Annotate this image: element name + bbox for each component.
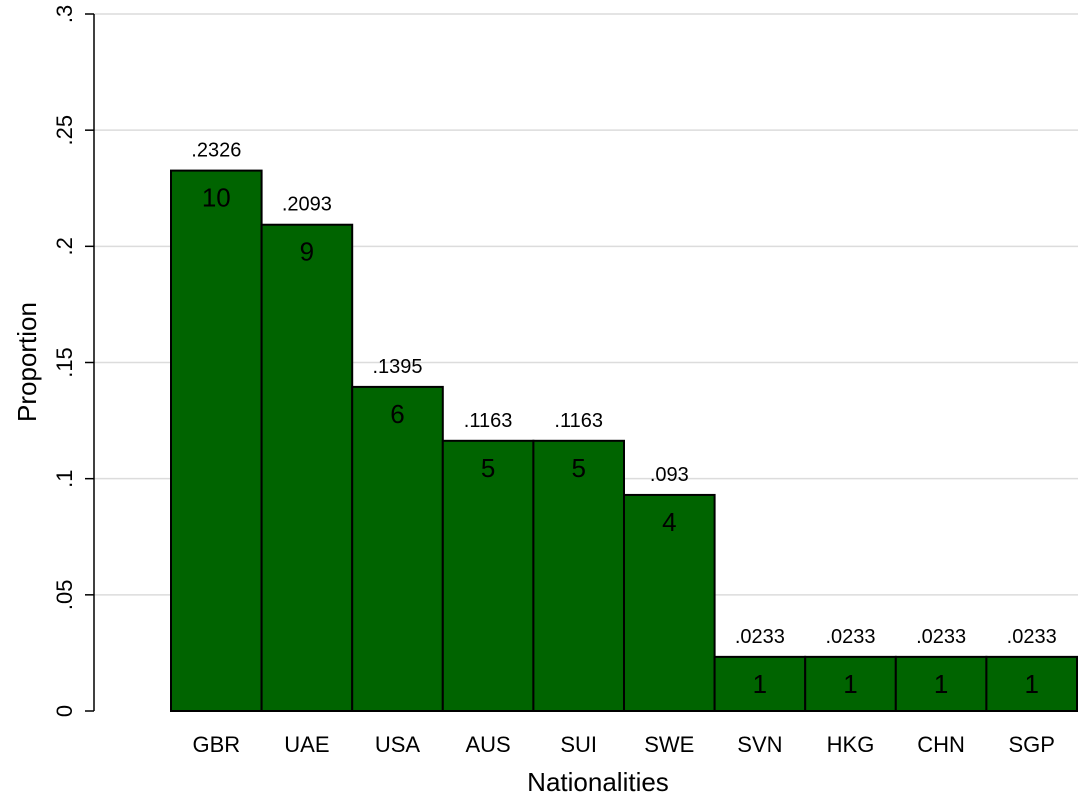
x-category-label: SWE	[644, 732, 694, 757]
bar-uae	[260, 223, 354, 713]
bar-chn	[894, 655, 988, 712]
y-tick-label: .25	[52, 115, 77, 146]
bar-count-label: 1	[934, 669, 948, 699]
bar-sgp	[985, 655, 1079, 712]
bar-value-label: .2093	[282, 194, 332, 216]
y-tick-label: .1	[52, 469, 77, 487]
bar-value-label: .2326	[191, 140, 241, 162]
y-axis-title: Proportion	[12, 302, 42, 422]
bar-count-label: 1	[753, 669, 767, 699]
bar-swe	[623, 493, 716, 712]
bar-value-label: .1395	[372, 356, 422, 378]
y-tick-label: .15	[52, 347, 77, 378]
bar-count-label: 4	[662, 507, 676, 537]
x-axis-title: Nationalities	[527, 767, 669, 797]
bar-value-label: .093	[650, 464, 689, 486]
bars: .2326 10 .2093 9 .1395 6 .1163 5 .1163 5 .093 4 .023…	[170, 140, 1079, 713]
bar-aus	[441, 439, 535, 712]
bar-count-label: 5	[571, 453, 585, 483]
x-category-label: SGP	[1008, 732, 1054, 757]
x-category-label: GBR	[192, 732, 240, 757]
bar-value-label: .0233	[916, 626, 966, 648]
bar-usa	[351, 385, 444, 712]
x-category-label: HKG	[827, 732, 875, 757]
y-tick-label: .2	[52, 237, 77, 255]
bar-count-label: 6	[390, 399, 404, 429]
bar-value-label: .0233	[735, 626, 785, 648]
y-tick-label: .3	[52, 5, 77, 23]
bar-count-label: 1	[1024, 669, 1038, 699]
x-axis-categories: GBR UAE USA AUS SUI SWE SVN HKG CHN SGP	[192, 732, 1054, 757]
bar-count-label: 10	[202, 183, 231, 213]
bar-value-label: .1163	[464, 410, 513, 432]
bar-gbr	[170, 169, 263, 713]
bar-count-label: 1	[843, 669, 857, 699]
bar-value-label: .0233	[825, 626, 875, 648]
x-category-label: USA	[375, 732, 421, 757]
bar-svn	[713, 655, 807, 712]
y-tick-label: 0	[52, 705, 77, 717]
x-category-label: SUI	[560, 732, 597, 757]
x-category-label: CHN	[917, 732, 965, 757]
bar-count-label: 5	[481, 453, 495, 483]
bar-value-label: .0233	[1007, 626, 1057, 648]
x-category-label: SVN	[737, 732, 782, 757]
y-tick-label: .05	[52, 580, 77, 611]
bar-value-label: .1163	[554, 410, 603, 432]
y-axis-ticks: 0 .05 .1 .15 .2 .25 .3	[52, 5, 94, 717]
bar-count-label: 9	[300, 237, 314, 267]
bar-hkg	[804, 655, 897, 712]
x-category-label: UAE	[284, 732, 329, 757]
x-category-label: AUS	[465, 732, 510, 757]
